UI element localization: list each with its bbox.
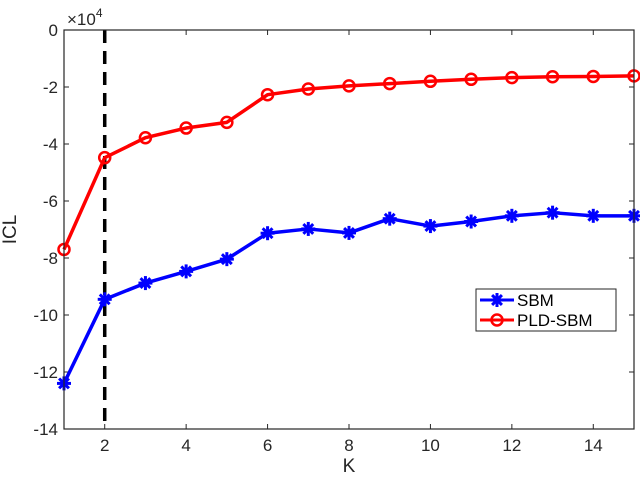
x-tick-label: 12 [502,436,521,455]
circle-marker-icon [220,115,234,130]
circle-marker-icon [260,87,275,102]
circle-marker-icon [382,76,397,91]
axes-frame [63,29,635,430]
y-axis-multiplier: ×104 [67,6,103,29]
y-tick-label: -6 [43,192,58,211]
asterisk-marker-icon [504,208,519,223]
asterisk-marker-icon [423,219,438,234]
circle-marker-icon [342,79,356,93]
asterisk-marker-icon [97,292,112,307]
series-line [62,74,635,251]
asterisk-marker-icon [301,221,316,236]
x-tick-label: 14 [584,436,603,455]
circle-marker-icon [464,72,478,87]
y-tick-label: 0 [49,21,58,40]
multiplier-exponent: 4 [96,6,103,20]
y-tick-label: -10 [33,306,58,325]
data-series [57,69,640,391]
x-tick-label: 2 [100,436,109,455]
asterisk-marker-icon [490,293,504,307]
series-pld-sbm [57,69,640,257]
asterisk-marker-icon [342,225,356,240]
x-tick-label: 4 [181,436,190,455]
legend-label: SBM [517,291,554,310]
asterisk-marker-icon [464,214,479,229]
legend-item-pld-sbm: PLD-SBM [480,311,593,330]
axis-labels: K ICL ×104 [0,6,356,477]
asterisk-marker-icon [260,226,275,241]
asterisk-marker-icon [545,205,560,220]
asterisk-marker-icon [382,211,397,226]
circle-marker-icon [301,82,316,96]
legend-item-sbm: SBM [480,291,554,310]
y-axis-title: ICL [0,215,21,245]
circle-marker-icon [97,150,112,165]
multiplier-base: ×10 [67,10,96,29]
asterisk-marker-icon [138,276,153,291]
asterisk-marker-icon [219,252,234,267]
asterisk-marker-icon [586,208,601,223]
y-tick-label: -12 [33,363,58,382]
x-tick-label: 10 [421,436,440,455]
circle-marker-icon [179,121,193,135]
x-axis-title: K [343,456,356,477]
y-tick-label: -4 [43,135,58,154]
circle-marker-icon [545,69,560,84]
y-tick-label: -2 [43,78,58,97]
circle-marker-icon [138,130,153,145]
y-tick-label: -14 [33,420,58,439]
axis-ticks: 2 4 6 8 10 12 14 0 -2 -4 -6 -8 -10 -12 -14 [33,21,634,455]
x-tick-label: 8 [344,436,353,455]
circle-marker-icon [505,70,519,85]
circle-marker-icon [423,74,438,89]
asterisk-marker-icon [179,264,194,279]
y-tick-label: -8 [43,249,58,268]
circle-marker-icon [586,69,601,84]
circle-marker-icon [490,313,504,327]
x-tick-label: 6 [263,436,272,455]
series-sbm [57,205,640,391]
legend-label: PLD-SBM [517,311,593,330]
axes-box [63,29,635,430]
